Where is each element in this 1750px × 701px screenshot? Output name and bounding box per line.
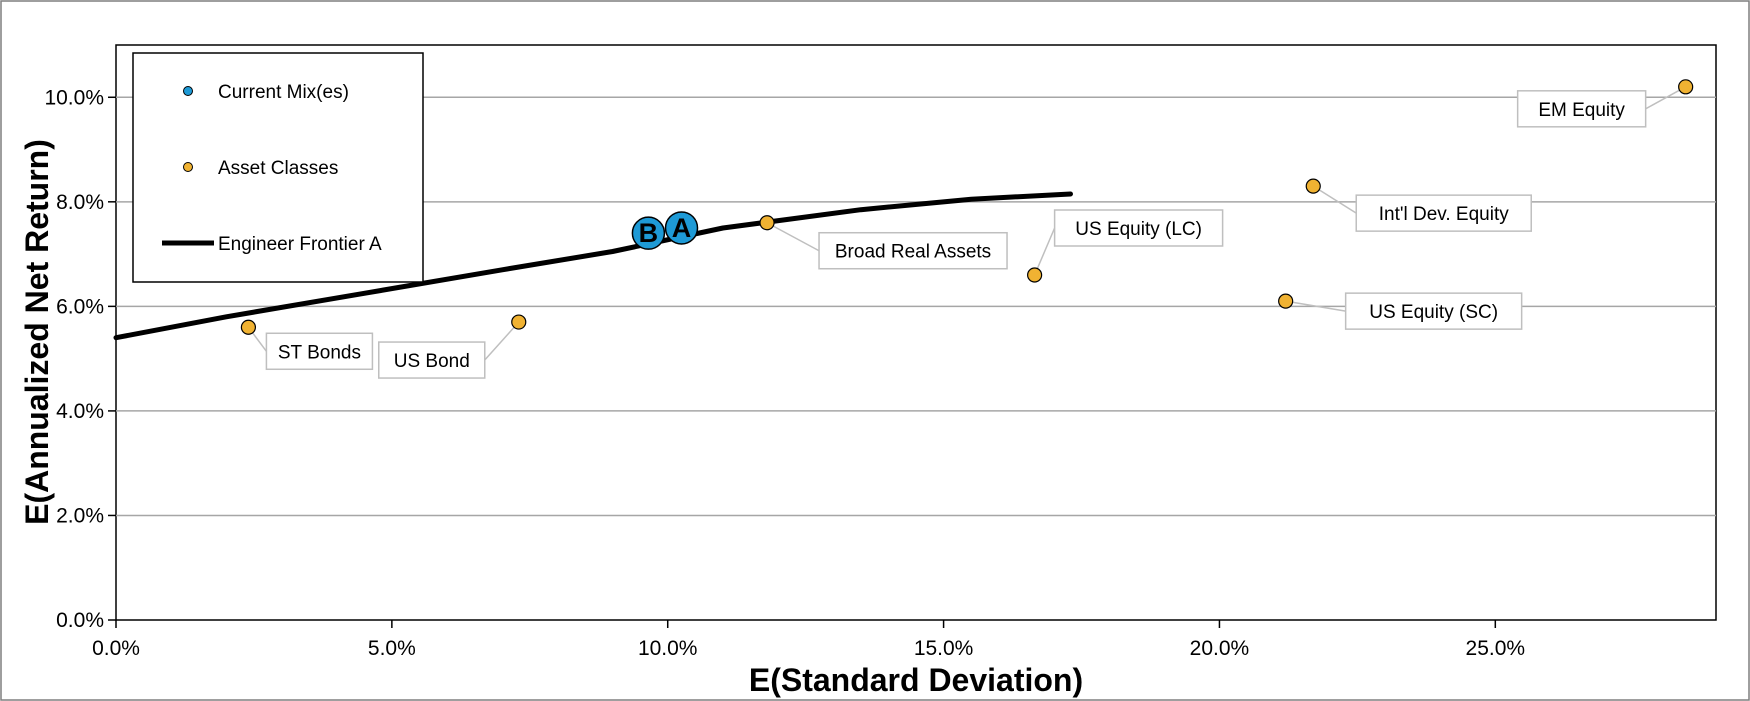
callout-label-us-bond: US Bond [394,351,470,372]
current-mix-label-a: A [672,213,692,243]
y-tick-label: 10.0% [44,86,104,109]
callout-leader-us-equity-lc [1033,227,1056,276]
current-mix-label-b: B [639,218,659,248]
legend-swatch-current-mix [183,86,193,96]
x-axis-title: E(Standard Deviation) [749,662,1083,698]
asset-class-point-st-bonds [240,319,257,335]
x-tick-label: 20.0% [1190,637,1250,660]
asset-class-point-int-l-dev-equity [1305,178,1321,194]
callout-label-st-bonds: ST Bonds [278,342,361,363]
y-tick-label: 4.0% [56,400,104,423]
legend-swatch-asset-classes [183,162,193,172]
frontier-line-engineer-a [113,191,1073,341]
asset-class-point-us-equity-sc [1278,293,1294,309]
y-tick-label: 6.0% [56,295,104,318]
x-tick-label: 0.0% [92,637,140,660]
callout-label-em-equity: EM Equity [1538,100,1625,121]
y-axis-tick-labels: 0.0% 2.0% 4.0% 6.0% 8.0% 10.0% [44,86,116,632]
callout-label-us-equity-lc: US Equity (LC) [1075,219,1202,240]
x-tick-label: 5.0% [368,637,416,660]
callout-box-em-equity [1516,90,1647,128]
callout-leader-int-l-dev-equity [1312,185,1357,214]
callout-box-st-bonds [265,332,374,371]
y-tick-label: 8.0% [56,191,104,214]
callout-label-us-equity-sc: US Equity (SC) [1369,302,1498,323]
y-tick-label: 2.0% [56,504,104,527]
x-axis-tick-labels: 0.0% 5.0% 10.0% 15.0% 20.0% 25.0% [92,620,1525,660]
x-tick-label: 25.0% [1466,637,1526,660]
callout-leader-em-equity [1645,86,1687,110]
asset-class-point-broad-real-assets [759,215,775,231]
asset-class-point-us-equity-lc [1027,267,1043,283]
callout-box-int-l-dev-equity [1355,194,1532,232]
callout-label-broad-real-assets: Broad Real Assets [835,242,991,263]
x-tick-label: 10.0% [638,637,698,660]
callout-box-us-equity-lc [1053,209,1224,247]
y-axis-title: E(Annualized Net Return) [19,139,55,525]
legend-label-current-mix: Current Mix(es) [218,82,349,103]
asset-class-point-em-equity [1678,79,1694,95]
current-mix-marker-a [664,211,699,245]
callout-leader-broad-real-assets [766,222,820,252]
current-mix-marker-b [631,216,666,250]
callout-box-us-equity-sc [1344,292,1523,330]
asset-class-point-us-bond [511,314,527,330]
asset-class-callouts: ST Bonds US Bond Broad Real Assets US Equit… [247,86,1687,379]
legend-label-frontier: Engineer Frontier A [218,234,382,255]
callout-box-broad-real-assets [818,231,1008,270]
callout-box-us-bond [378,341,486,379]
callout-label-int-l-dev-equity: Int'l Dev. Equity [1379,204,1509,225]
legend-label-asset-classes: Asset Classes [218,158,338,179]
legend: Current Mix(es) Asset Classes Engineer F… [132,52,424,283]
x-tick-label: 15.0% [914,637,974,660]
callout-leader-us-bond [484,321,520,361]
y-tick-label: 0.0% [56,609,104,632]
callout-leader-us-equity-sc [1285,300,1346,312]
